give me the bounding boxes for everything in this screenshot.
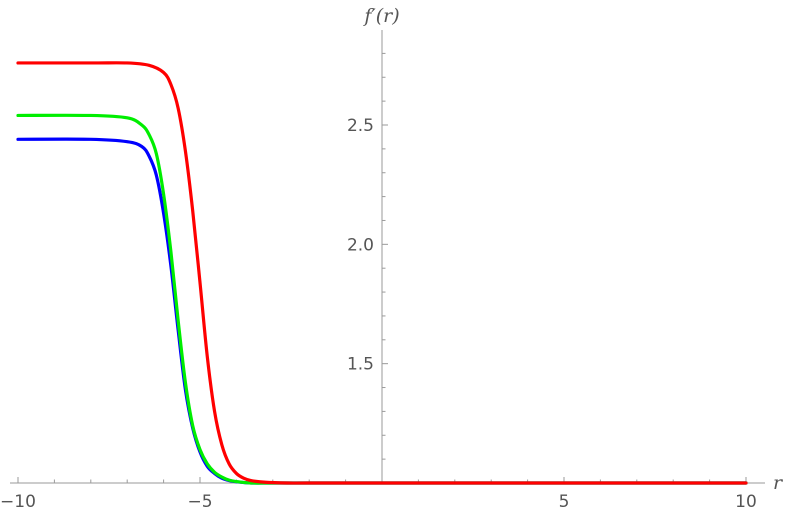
series-line-3	[16, 61, 748, 485]
y-tick-label: 2.0	[347, 235, 374, 255]
x-tick-label: −10	[0, 492, 36, 512]
series-group	[16, 61, 748, 485]
y-tick-label: 2.5	[347, 116, 374, 136]
y-axis-label: f′(r)	[362, 5, 399, 27]
x-tick-label: −5	[187, 492, 212, 512]
axes	[10, 30, 765, 484]
ticks: −10 −5 5 10 1.5 2.0 2.5	[0, 52, 757, 512]
x-tick-label: 5	[559, 492, 570, 512]
x-tick-label: 10	[735, 492, 757, 512]
x-axis-label: r	[773, 472, 784, 494]
y-tick-label: 1.5	[347, 355, 374, 375]
